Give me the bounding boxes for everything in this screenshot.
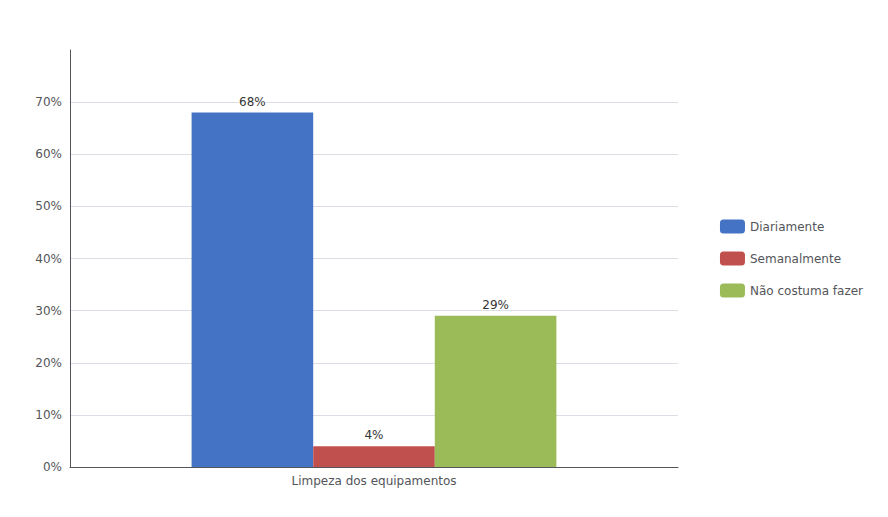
- svg-text:Semanalmente: Semanalmente: [750, 252, 841, 266]
- svg-text:68%: 68%: [239, 95, 266, 109]
- svg-text:30%: 30%: [35, 304, 62, 318]
- svg-text:Não costuma fazer: Não costuma fazer: [750, 284, 863, 298]
- svg-text:4%: 4%: [364, 428, 383, 442]
- svg-text:50%: 50%: [35, 199, 62, 213]
- svg-text:10%: 10%: [35, 408, 62, 422]
- svg-text:60%: 60%: [35, 147, 62, 161]
- svg-text:40%: 40%: [35, 252, 62, 266]
- svg-text:29%: 29%: [482, 298, 509, 312]
- svg-text:Limpeza dos equipamentos: Limpeza dos equipamentos: [291, 474, 456, 488]
- svg-text:20%: 20%: [35, 356, 62, 370]
- svg-text:70%: 70%: [35, 95, 62, 109]
- svg-text:Diariamente: Diariamente: [750, 220, 824, 234]
- svg-text:0%: 0%: [43, 460, 62, 474]
